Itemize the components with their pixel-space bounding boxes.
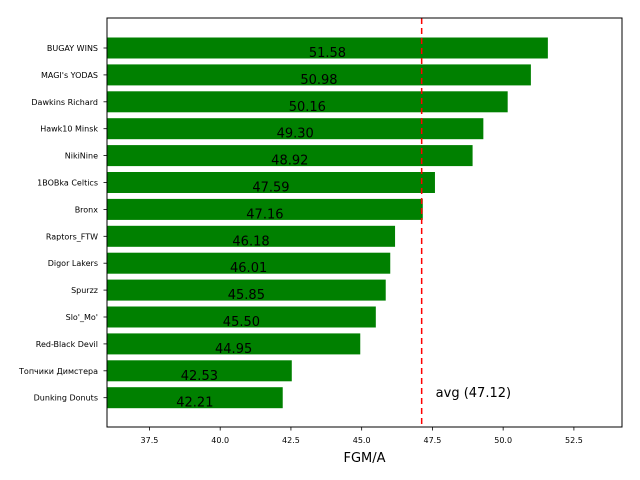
bar xyxy=(107,360,292,382)
average-group: avg (47.12) xyxy=(420,18,511,427)
y-tick-label: Dawkins Richard xyxy=(31,98,98,107)
y-tick-label: Dunking Donuts xyxy=(34,394,98,403)
x-tick-label: 37.5 xyxy=(141,436,159,445)
y-axis: BUGAY WINS MAGI's YODAS Dawkins Richard Haw… xyxy=(18,44,107,403)
x-tick-label: 40.0 xyxy=(211,436,229,445)
y-tick-label: Spurzz xyxy=(71,286,98,295)
y-tick-label: MAGI's YODAS xyxy=(41,71,98,80)
x-tick-label: 42.5 xyxy=(282,436,300,445)
bar-value-label: 47.16 xyxy=(246,207,283,222)
bar-value-label: 48.92 xyxy=(271,154,308,169)
bar xyxy=(107,252,391,274)
bar xyxy=(107,118,484,140)
bar-value-label: 50.98 xyxy=(300,73,337,88)
bar xyxy=(107,198,423,220)
bar xyxy=(107,333,361,355)
bar xyxy=(107,37,548,59)
bar-value-label: 44.95 xyxy=(215,342,252,357)
bar-value-label: 49.30 xyxy=(277,127,314,142)
bar xyxy=(107,387,283,409)
y-tick-label: Hawk10 Minsk xyxy=(40,125,98,134)
bars-group xyxy=(107,37,548,409)
bar xyxy=(107,172,435,193)
bar-value-label: 50.16 xyxy=(289,100,326,115)
y-tick-label: Digor Lakers xyxy=(48,259,98,268)
y-tick-label: 1BOBka Celtics xyxy=(37,179,98,188)
x-axis-label: FGM/A xyxy=(343,451,385,466)
x-tick-label: 52.5 xyxy=(565,436,583,445)
bar xyxy=(107,64,531,86)
bar xyxy=(107,225,396,247)
bar-value-label: 47.59 xyxy=(252,181,289,196)
bar-value-label: 51.58 xyxy=(309,46,346,61)
y-tick-label: NikiNine xyxy=(65,152,98,161)
bar xyxy=(107,145,473,167)
x-tick-label: 50.0 xyxy=(494,436,512,445)
y-tick-label: Slo'_Mo' xyxy=(66,313,98,322)
bar-value-label: 46.01 xyxy=(230,261,267,276)
bar-value-label: 45.85 xyxy=(228,288,265,303)
y-tick-label: Red-Black Devil xyxy=(36,340,98,349)
bar xyxy=(107,91,508,113)
x-tick-label: 45.0 xyxy=(353,436,371,445)
x-axis: 37.5 40.0 42.5 45.0 47.5 50.0 52.5 xyxy=(141,427,583,445)
plot-frame xyxy=(106,17,623,428)
bar xyxy=(107,279,386,301)
y-tick-label: Топчики Димстера xyxy=(18,367,98,376)
y-tick-label: Bronx xyxy=(75,205,99,214)
bar-value-label: 46.18 xyxy=(232,234,269,249)
bar-value-label: 42.53 xyxy=(181,369,218,384)
y-tick-label: Raptors_FTW xyxy=(46,232,98,241)
value-labels-group: 51.58 50.98 50.16 49.30 48.92 47.59 47.16 46.18… xyxy=(176,46,346,411)
average-label: avg (47.12) xyxy=(436,386,511,401)
x-tick-label: 47.5 xyxy=(424,436,442,445)
bar-value-label: 45.50 xyxy=(223,315,260,330)
bar-value-label: 42.21 xyxy=(176,396,213,411)
bar xyxy=(107,306,376,328)
y-tick-label: BUGAY WINS xyxy=(47,44,98,53)
